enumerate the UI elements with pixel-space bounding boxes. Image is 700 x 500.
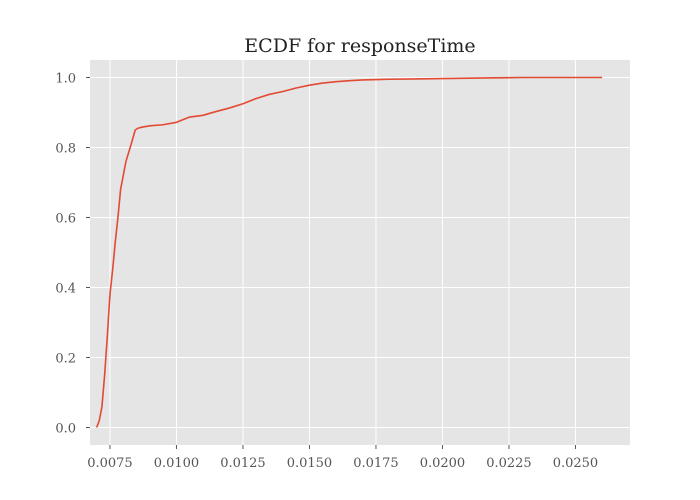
y-tick-label: 0.6 — [55, 212, 76, 227]
x-tick-label: 0.0225 — [486, 456, 532, 471]
x-tick-label: 0.0125 — [220, 456, 266, 471]
y-tick-label: 0.0 — [55, 422, 76, 437]
y-tick-label: 0.8 — [55, 142, 76, 157]
x-tick-label: 0.0100 — [154, 456, 200, 471]
y-tick-label: 1.0 — [55, 72, 76, 87]
ecdf-series-line — [95, 76, 603, 428]
y-tick-label: 0.2 — [55, 352, 76, 367]
x-axis-ticks: 0.0075 0.0100 0.0125 0.0150 0.0175 0.0200 0.02… — [87, 445, 598, 471]
x-tick-label: 0.0150 — [287, 456, 333, 471]
y-tick-label: 0.4 — [55, 282, 76, 297]
x-tick-label: 0.0250 — [553, 456, 599, 471]
x-tick-label: 0.0075 — [87, 456, 133, 471]
y-axis-ticks: 0.0 0.2 0.4 0.6 0.8 1.0 — [55, 72, 90, 437]
x-tick-label: 0.0200 — [420, 456, 466, 471]
chart-title: ECDF for responseTime — [244, 35, 475, 57]
x-tick-label: 0.0175 — [353, 456, 399, 471]
plot-area — [90, 60, 630, 445]
